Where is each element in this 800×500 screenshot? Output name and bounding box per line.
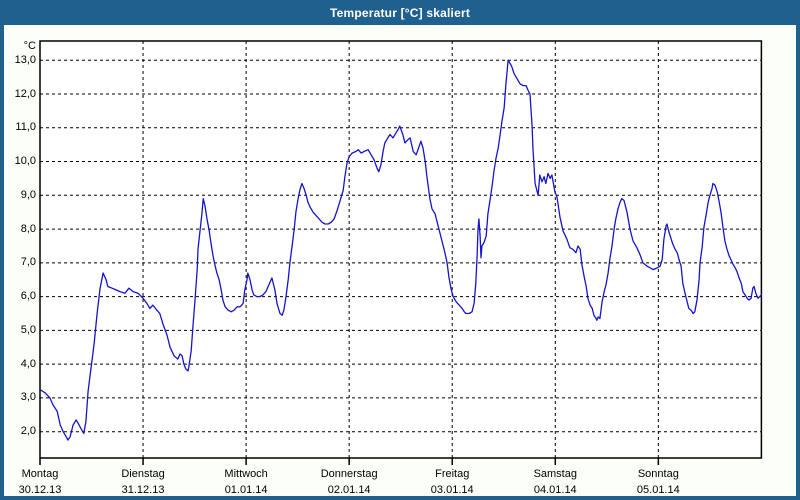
y-tick-label: 5,0 [20,323,36,336]
window-titlebar: Temperatur [°C] skaliert [0,0,800,25]
x-axis-day-label: Samstag [533,468,577,480]
window-border-right [796,25,800,500]
x-axis-date-label: 30.12.13 [18,484,62,496]
y-tick-label: 13,0 [14,53,36,66]
y-tick-label: 11,0 [15,121,36,134]
x-axis-date-label: 31.12.13 [121,484,165,496]
temperature-line [39,59,763,441]
window-border-bottom [0,496,800,500]
x-axis-day-label: Sonntag [637,468,679,480]
chart-title: Temperatur [°C] skaliert [329,5,471,20]
x-axis-day-label: Donnerstag [320,468,378,480]
x-axis-date-label: 05.01.14 [636,484,680,496]
x-axis-date-label: 03.01.14 [430,484,474,496]
y-tick-label: 8,0 [20,222,36,235]
x-axis-day-label: Dienstag [121,468,165,480]
plot-area [39,40,763,459]
x-axis-date-label: 02.01.14 [327,484,371,496]
y-tick-label: 2,0 [20,425,36,438]
y-tick-label: 12,0 [14,87,36,100]
y-axis-unit-label: °C [23,40,36,52]
x-axis-date-label: 04.01.14 [533,484,577,496]
window-border-left [0,25,4,500]
x-axis-day-label: Montag [21,468,59,480]
y-tick-label: 9,0 [20,188,36,201]
x-axis-date-label: 01.01.14 [224,484,268,496]
x-axis-day-label: Mittwoch [224,468,268,480]
y-tick-label: 4,0 [20,357,36,370]
y-tick-label: 6,0 [20,290,36,303]
y-tick-label: 7,0 [20,256,36,269]
x-axis-day-label: Freitag [435,468,470,480]
y-tick-label: 3,0 [20,391,36,404]
y-tick-label: 10,0 [14,155,36,168]
